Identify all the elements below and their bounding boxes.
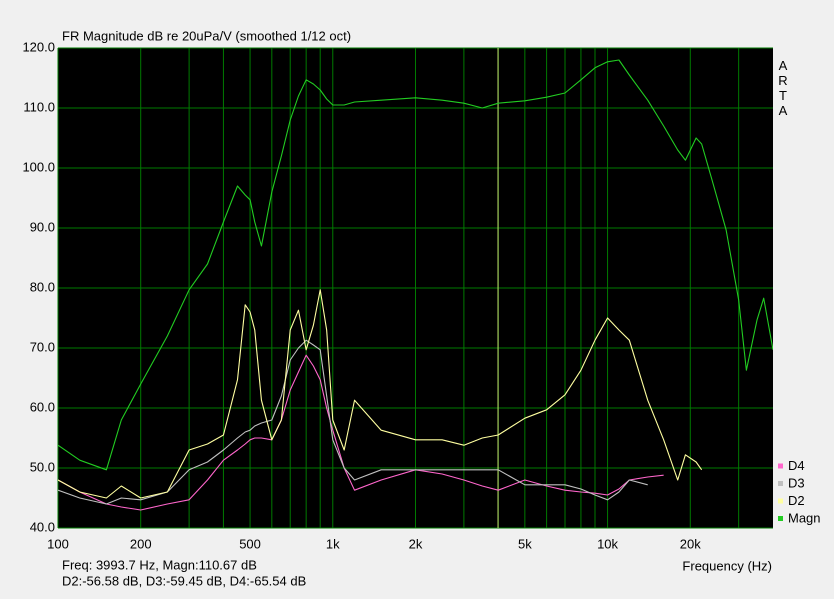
y-tick-label: 90.0 <box>30 219 55 234</box>
legend-label: D4 <box>788 458 805 473</box>
y-tick-label: 100.0 <box>22 159 55 174</box>
y-tick-label: 40.0 <box>30 519 55 534</box>
x-tick-label: 5k <box>518 536 532 551</box>
y-tick-label: 50.0 <box>30 459 55 474</box>
x-tick-label: 200 <box>130 536 152 551</box>
cursor-readout: Freq: 3993.7 Hz, Magn:110.67 dB <box>62 557 257 572</box>
brand: ARTA <box>776 58 791 118</box>
x-tick-label: 1k <box>326 536 340 551</box>
y-tick-label: 80.0 <box>30 279 55 294</box>
y-tick-label: 110.0 <box>23 99 55 114</box>
legend-swatch <box>778 463 783 469</box>
series-line <box>58 289 703 499</box>
legend-label: D2 <box>788 493 805 508</box>
y-tick-label: 120.0 <box>22 39 55 54</box>
y-tick-label: 60.0 <box>30 399 55 414</box>
x-tick-label: 100 <box>47 536 69 551</box>
legend-label: D3 <box>788 475 805 490</box>
legend-swatch <box>778 516 783 521</box>
x-axis-label: Frequency (Hz) <box>682 558 772 573</box>
series-line <box>58 59 773 471</box>
legend-swatch <box>778 498 783 504</box>
x-tick-label: 500 <box>239 536 261 551</box>
x-tick-label: 20k <box>680 536 701 551</box>
cursor-distortion-readout: D2:-56.58 dB, D3:-59.45 dB, D4:-65.54 dB <box>62 573 306 588</box>
chart-title: FR Magnitude dB re 20uPa/V (smoothed 1/1… <box>62 28 351 43</box>
x-tick-label: 10k <box>597 536 618 551</box>
y-tick-label: 70.0 <box>30 339 55 354</box>
series-line <box>58 354 664 511</box>
plot-lines <box>58 59 773 511</box>
legend-label: Magn <box>788 510 821 525</box>
legend-swatch <box>778 481 783 486</box>
series-line <box>58 339 648 505</box>
x-tick-label: 2k <box>409 536 423 551</box>
